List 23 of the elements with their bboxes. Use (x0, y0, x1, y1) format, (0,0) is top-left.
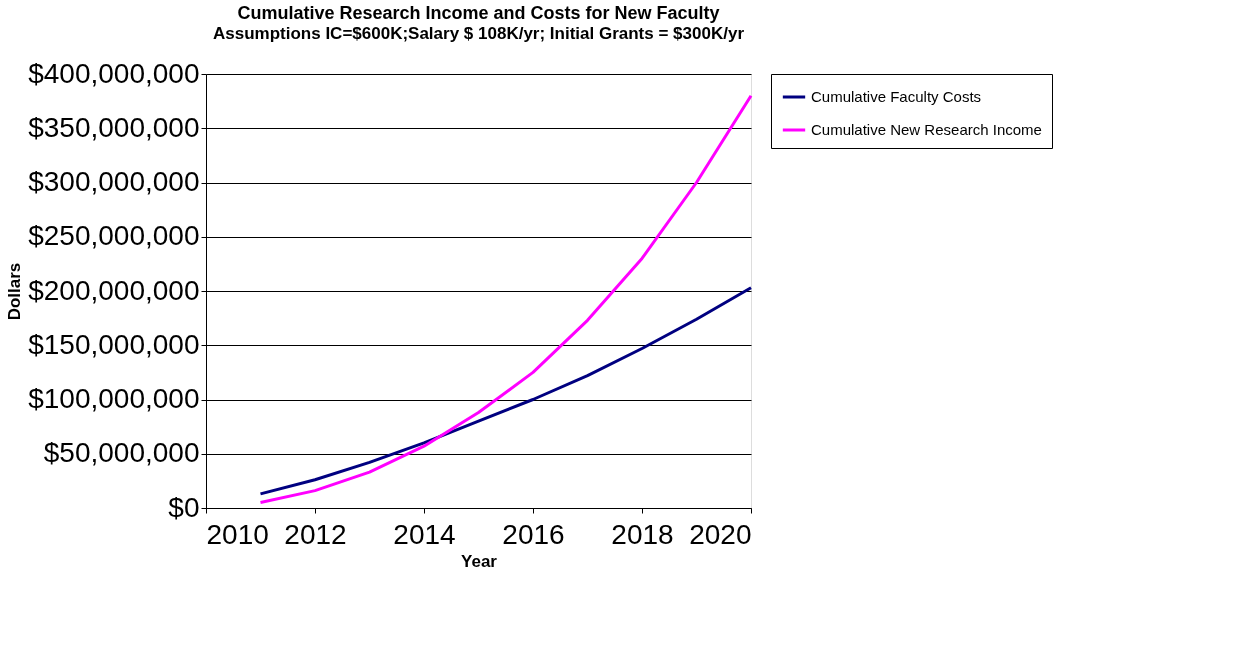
y-tick-label: $300,000,000 (28, 166, 200, 197)
x-tick-label: 2014 (393, 518, 456, 550)
x-tick-label: 2020 (689, 518, 752, 550)
y-tick-label: $400,000,000 (28, 57, 200, 89)
x-tick-label: 2016 (502, 518, 565, 550)
chart-subtitle: Assumptions IC=$600K;Salary $ 108K/yr; Initial Grants = $300K/yr (212, 24, 745, 43)
y-tick-label: $200,000,000 (28, 274, 200, 306)
y-tick-label: $100,000,000 (28, 383, 200, 414)
chart-title: Cumulative Research Income and Costs for New Faculty (237, 3, 720, 23)
x-tick-label: 2012 (284, 518, 347, 550)
y-tick-label: $250,000,000 (28, 220, 200, 252)
y-tick-label: $50,000,000 (43, 437, 200, 469)
x-axis-title: Year (461, 551, 498, 571)
line-series (259, 94, 753, 505)
legend-label: Cumulative New Research Income (811, 121, 1042, 138)
y-tick-label: $150,000,000 (28, 328, 200, 360)
line-series (259, 286, 753, 496)
x-tick-label: 2018 (611, 518, 674, 550)
y-tick-label: $0 (168, 491, 200, 523)
legend-label: Cumulative Faculty Costs (811, 88, 982, 105)
y-tick-label: $350,000,000 (28, 111, 200, 143)
y-axis-title: Dollars (5, 262, 25, 321)
x-tick-label: 2010 (206, 518, 269, 550)
